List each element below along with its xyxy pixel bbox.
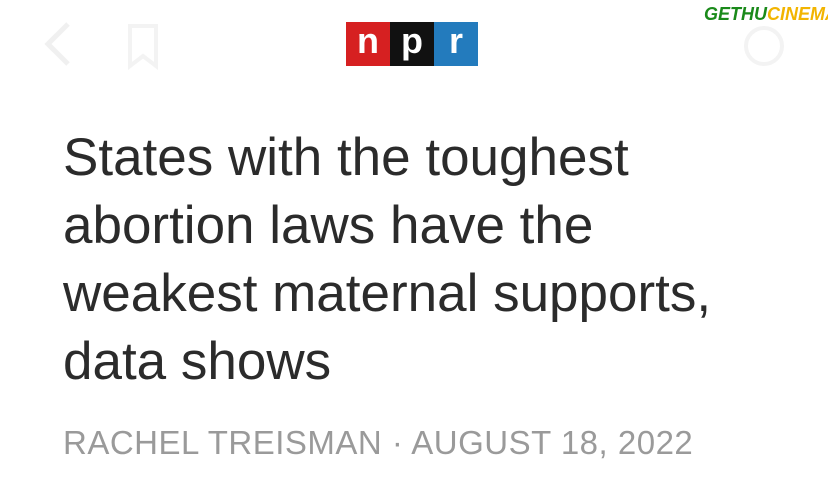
nav-icons — [44, 22, 784, 71]
logo-letter: p — [390, 22, 434, 66]
headline: States with the toughest abortion laws h… — [63, 128, 712, 391]
logo-letter: n — [346, 22, 390, 66]
bookmark-icon[interactable] — [128, 24, 158, 71]
watermark-text: CINEMA — [767, 4, 828, 24]
byline: RACHEL TREISMAN · AUGUST 18, 2022 — [63, 424, 694, 461]
npr-logo: n p r — [346, 22, 478, 66]
back-icon[interactable] — [44, 22, 70, 66]
logo-letter: r — [434, 22, 478, 66]
settings-icon[interactable] — [744, 26, 784, 66]
watermark: GETHUCINEMA — [704, 4, 828, 25]
watermark-text: GETHU — [704, 4, 767, 24]
